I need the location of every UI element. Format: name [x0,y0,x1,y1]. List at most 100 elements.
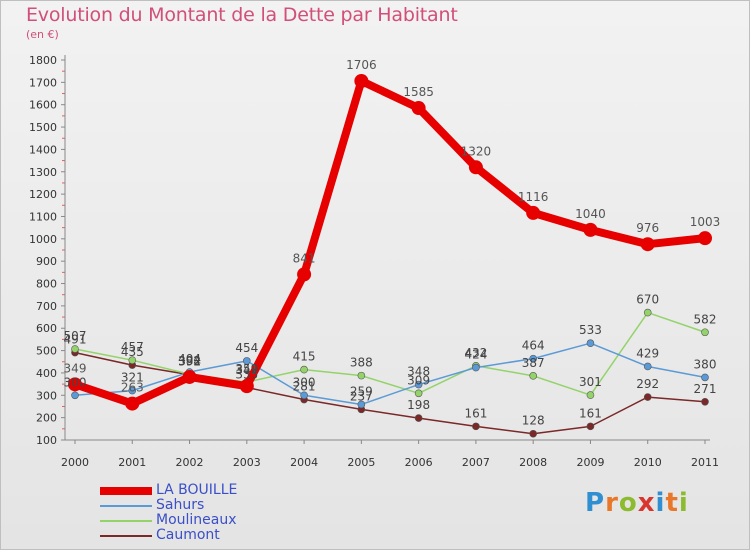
series-point [701,373,709,382]
data-label: 359 [235,362,258,376]
series-point [643,362,652,371]
data-label: 300 [293,375,316,389]
series-point [698,231,712,246]
series-line-0 [71,77,709,408]
data-label: 271 [694,382,717,396]
data-label: 341 [235,363,258,377]
y-tick-label: 1700 [29,76,57,89]
data-label: 380 [694,357,717,371]
series-point [414,389,423,398]
data-label: 976 [636,221,659,235]
series-point [354,74,369,89]
data-label: 349 [64,361,87,375]
data-label: 321 [121,371,144,385]
series-point [128,386,137,395]
data-label: 670 [636,293,659,307]
data-label: 533 [579,323,602,337]
y-tick-label: 200 [36,412,57,425]
series-point [414,380,423,389]
data-label: 1585 [403,85,434,99]
series-point [300,365,308,374]
data-label: 161 [464,406,487,420]
y-tick-label: 900 [36,255,57,268]
x-tick-label: 2001 [118,456,146,469]
data-label: 128 [522,414,545,428]
data-label: 841 [293,251,316,265]
series-point [243,357,251,365]
data-label: 491 [64,333,87,347]
data-label: 454 [235,341,258,355]
series-point [472,363,480,372]
series-point [529,429,537,438]
logo-letter: i [655,488,666,518]
data-label: 415 [293,350,316,364]
series-point [472,422,480,431]
legend-swatch [100,505,152,507]
series-point [640,237,655,252]
series-point [701,397,709,406]
data-label: 435 [121,345,144,359]
series-line-2 [74,311,706,396]
data-label: 301 [579,375,602,389]
data-label: 300 [64,375,87,389]
series-point [125,396,140,411]
y-tick-label: 1400 [29,143,57,156]
series-point [300,391,308,400]
y-tick-label: 800 [36,278,57,291]
y-tick-label: 500 [36,345,57,358]
legend-swatch [100,487,152,495]
data-label: 404 [178,352,201,366]
y-tick-label: 1300 [29,166,57,179]
data-label: 1320 [461,144,492,158]
series-line-3 [74,351,706,435]
data-label: 382 [178,354,201,368]
series-point [239,379,254,394]
data-label: 507 [64,329,87,343]
y-tick-label: 1200 [29,188,57,201]
series-point [357,371,366,380]
data-label: 1003 [690,215,721,229]
series-point [529,354,537,363]
x-tick-label: 2010 [634,456,662,469]
data-label: 388 [350,356,373,370]
data-label: 281 [293,380,316,394]
series-point [701,328,709,337]
data-label: 429 [636,346,659,360]
data-label: 292 [636,377,659,391]
logo-letter: r [605,488,619,518]
logo-letter: t [665,488,679,518]
series-point [583,222,598,237]
x-tick-label: 2008 [519,456,547,469]
data-label: 335 [235,367,258,381]
data-label: 1706 [346,58,377,72]
chart-title: Evolution du Montant de la Dette par Hab… [26,4,458,26]
series-point [297,267,312,282]
series-point [71,345,79,353]
series-point [357,400,366,409]
y-tick-label: 600 [36,322,57,335]
legend-label: Sahurs [156,497,205,513]
logo-letter: o [618,488,638,518]
data-label: 457 [121,340,144,354]
x-tick-label: 2002 [176,456,204,469]
series-point [182,369,197,384]
y-tick-label: 1100 [29,210,57,223]
x-tick-label: 2011 [691,456,719,469]
legend-label: Moulineaux [156,512,237,528]
data-label: 309 [407,373,430,387]
legend-swatch [100,520,152,522]
series-point [643,308,652,317]
y-tick-label: 1800 [29,54,57,67]
y-tick-label: 700 [36,300,57,313]
series-point [586,422,595,431]
series-point [414,414,423,422]
legend-swatch [100,535,152,537]
data-label: 392 [178,355,201,369]
data-label: 424 [464,348,487,362]
series-point [468,160,483,175]
y-tick-label: 1500 [29,121,57,134]
logo-letter: i [678,488,689,518]
series-point [71,391,79,400]
series-point [128,356,137,365]
